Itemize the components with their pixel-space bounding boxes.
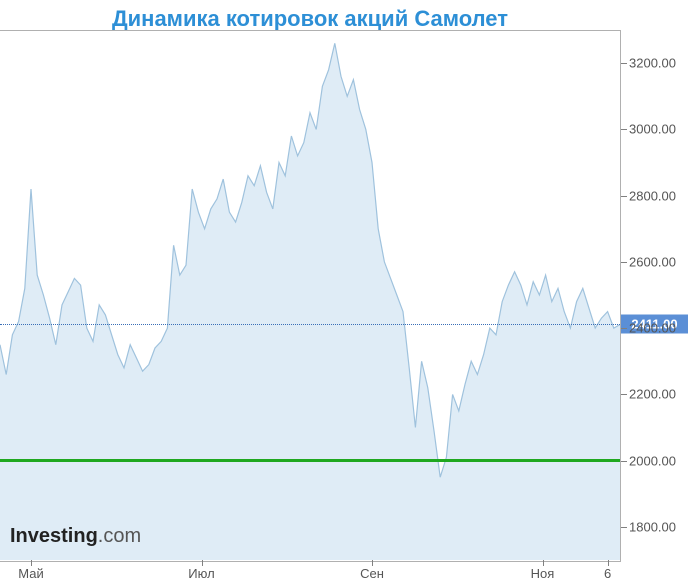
x-tick-label: Сен <box>360 566 384 581</box>
y-tick <box>621 527 627 528</box>
y-tick <box>621 461 627 462</box>
x-tick-label: Май <box>18 566 43 581</box>
y-axis: 1800.00 2000.00 2200.00 2400.00 2600.00 2800.… <box>621 30 700 560</box>
y-tick-label: 3200.00 <box>629 56 676 71</box>
price-series <box>0 30 620 560</box>
watermark-suffix: .com <box>98 525 141 547</box>
y-tick <box>621 196 627 197</box>
y-tick <box>621 328 627 329</box>
x-tick-label: Июл <box>188 566 214 581</box>
y-tick-label: 2200.00 <box>629 387 676 402</box>
y-tick-label: 2600.00 <box>629 254 676 269</box>
chart-title: Динамика котировок акций Самолет <box>0 6 620 32</box>
y-tick <box>621 394 627 395</box>
support-line <box>0 459 620 462</box>
x-axis: Май Июл Сен Ноя 6 <box>0 560 620 584</box>
y-tick-label: 1800.00 <box>629 519 676 534</box>
watermark-brand: Investing <box>10 525 98 547</box>
watermark: Investing.com <box>10 525 141 548</box>
x-tick-label: 6 <box>604 566 611 581</box>
y-tick-label: 3000.00 <box>629 122 676 137</box>
y-tick <box>621 262 627 263</box>
y-tick <box>621 63 627 64</box>
stock-chart: Динамика котировок акций Самолет 2411.00… <box>0 0 700 584</box>
y-tick-label: 2400.00 <box>629 321 676 336</box>
y-tick <box>621 129 627 130</box>
current-price-line <box>0 324 620 325</box>
y-tick-label: 2000.00 <box>629 453 676 468</box>
y-tick-label: 2800.00 <box>629 188 676 203</box>
x-tick-label: Ноя <box>531 566 555 581</box>
